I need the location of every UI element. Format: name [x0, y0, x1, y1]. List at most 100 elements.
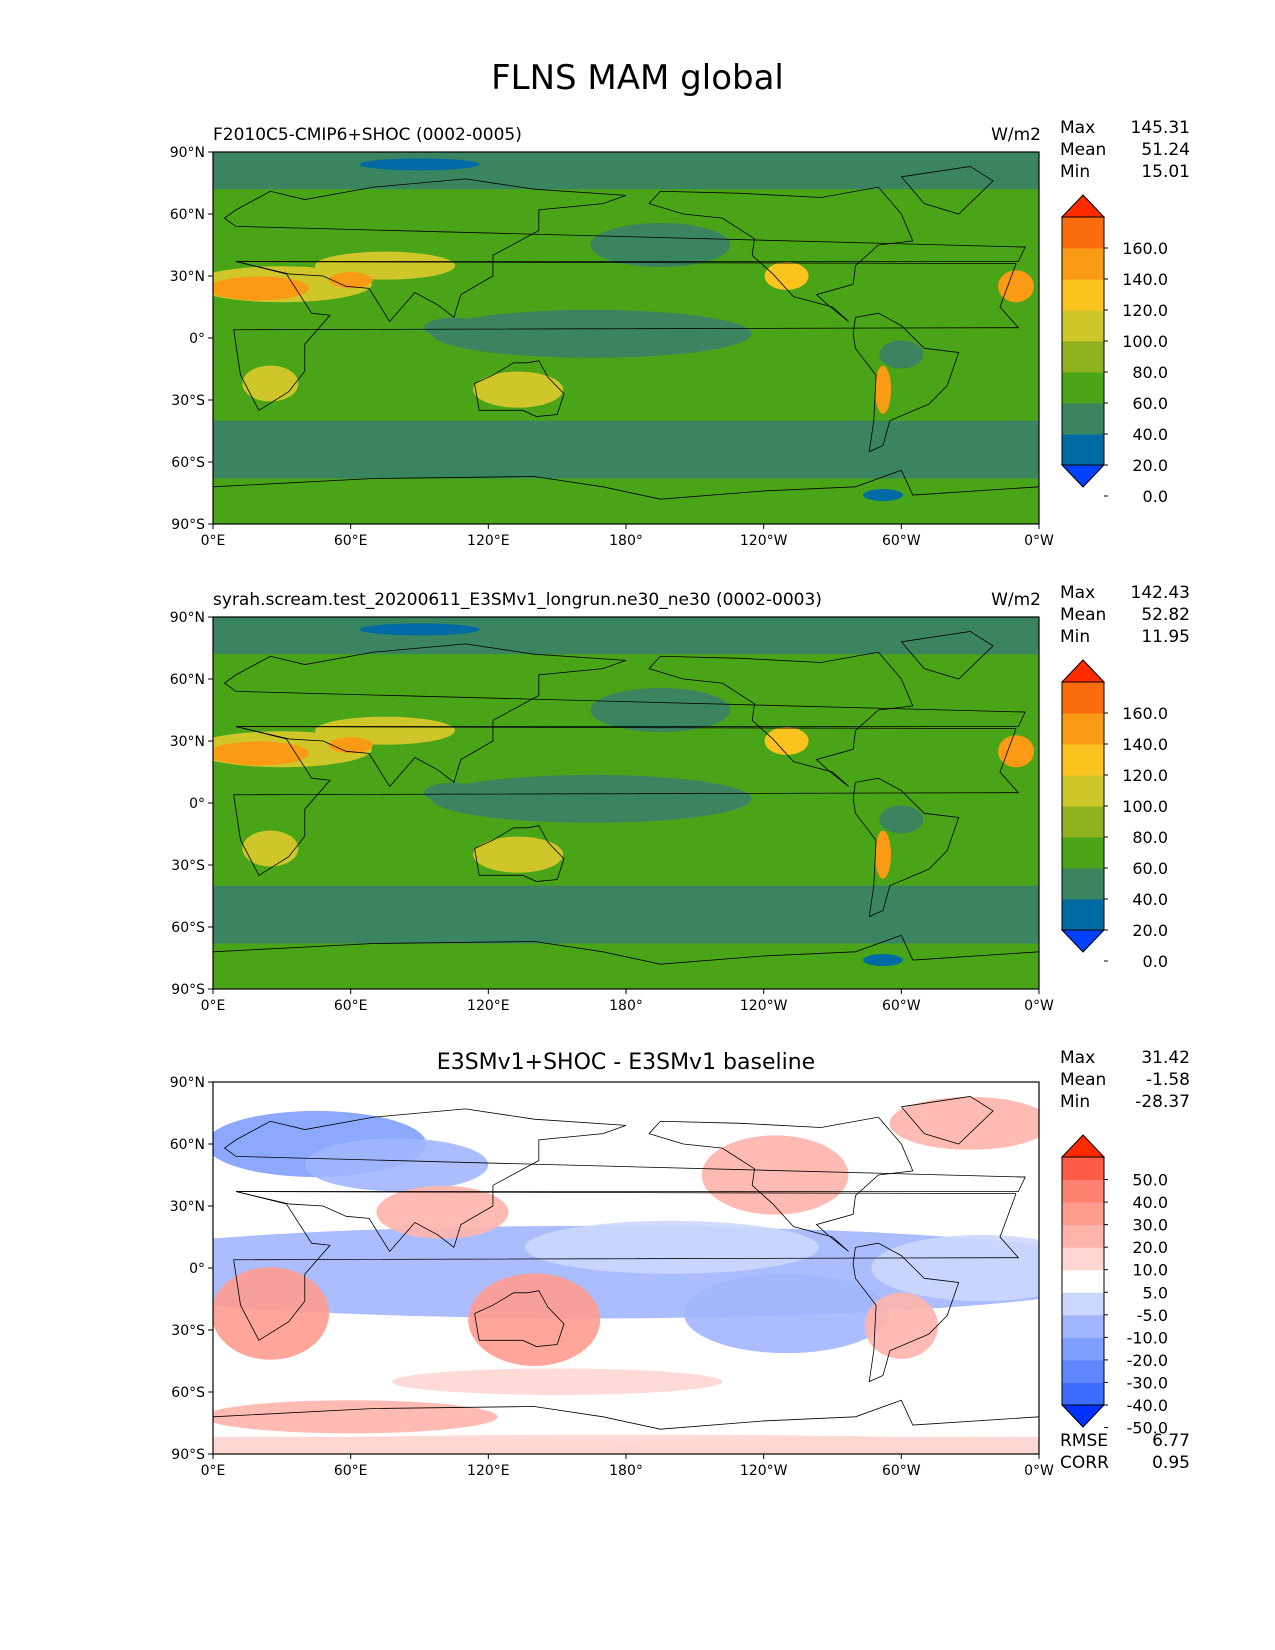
- field-region-antarctic-rim-pacific: [213, 1434, 1039, 1454]
- figure-title: FLNS MAM global: [491, 58, 784, 98]
- field-region-arabia: [328, 737, 373, 754]
- field-band-arctic: [213, 617, 1039, 655]
- colorbar-frame: [1061, 1156, 1105, 1406]
- x-tick-label: 60°W: [882, 998, 921, 1014]
- x-tick-label: 60°E: [334, 998, 368, 1014]
- stat-min-label: Min: [1060, 627, 1091, 647]
- y-tick-label: 30°S: [171, 1323, 205, 1339]
- y-tick-label: 90°N: [170, 610, 205, 626]
- units-label: W/m2: [991, 590, 1041, 610]
- field-region-tropical-atlantic: [871, 1234, 1039, 1302]
- y-tick-label: 90°S: [171, 1447, 205, 1463]
- colorbar-tick-label: 40.0: [1132, 425, 1168, 444]
- colorbar-segment: [1062, 310, 1104, 342]
- coastline-4: [852, 1242, 960, 1383]
- colorbar-tick-label: 10.0: [1132, 1261, 1168, 1280]
- field-region-mexico: [764, 262, 809, 290]
- y-tick-label: 30°S: [171, 858, 205, 874]
- coastlines: [213, 631, 1039, 965]
- x-tick-label: 60°E: [334, 1463, 368, 1479]
- colorbar-tick-label: 140.0: [1122, 270, 1168, 289]
- panel-reference: syrah.scream.test_20200611_E3SMv1_longru…: [0, 577, 1275, 1017]
- stat-min-value: 11.95: [1141, 627, 1190, 647]
- y-tick-label: 90°N: [170, 145, 205, 161]
- y-tick-label: 60°S: [171, 455, 205, 471]
- x-tick-label: 0°E: [201, 998, 226, 1014]
- field-region-arctic-blue: [359, 623, 480, 636]
- x-tick-label: 180°: [609, 998, 643, 1014]
- coastline-2: [474, 1290, 565, 1347]
- coastline-4: [852, 777, 960, 918]
- corr-value: 0.95: [1152, 1453, 1190, 1473]
- field-region-south-africa: [213, 1267, 330, 1360]
- colorbar-tick-label: 0.0: [1143, 952, 1168, 971]
- field-region-sahara-core: [213, 741, 309, 766]
- stat-mean-label: Mean: [1060, 605, 1107, 625]
- coastline-2: [474, 360, 565, 417]
- colorbar-tick-label: 160.0: [1122, 239, 1168, 258]
- stat-min-label: Min: [1060, 162, 1091, 182]
- coastline-5: [901, 631, 994, 680]
- colorbar-tick-label: 30.0: [1132, 1216, 1168, 1235]
- stat-max-value: 31.42: [1141, 1048, 1190, 1068]
- coastline-6: [213, 1399, 1039, 1430]
- colorbar-segment: [1062, 682, 1104, 714]
- coastline-3: [648, 651, 914, 787]
- stat-mean-label: Mean: [1060, 1070, 1107, 1090]
- colorbar-segment: [1062, 1202, 1104, 1226]
- y-tick-label: 60°N: [170, 1137, 205, 1153]
- y-tick-label: 0°: [189, 796, 205, 812]
- colorbar: 50.0 40.0 30.0 20.0 10.0 5.0 -5.0 -10.0 -20.0 -30…: [1060, 1134, 1168, 1438]
- colorbar-tick-label: 100.0: [1122, 332, 1168, 351]
- colorbar-tick-label: 120.0: [1122, 766, 1168, 785]
- field-region-tibet: [376, 1185, 509, 1239]
- colorbar-segment: [1062, 1314, 1104, 1338]
- field-region-central-asia: [304, 1138, 489, 1192]
- stat-max-value: 142.43: [1130, 583, 1190, 603]
- x-tick-label: 60°W: [882, 533, 921, 549]
- colorbar-extend-max: [1060, 659, 1106, 683]
- map-plot: 0°E 60°E 120°E 180° 120°W 60°W 0°W 90°N 60°N 30°N…: [170, 610, 1168, 1014]
- colorbar-segment: [1062, 341, 1104, 373]
- stats-box: Max 142.43 Mean 52.82 Min 11.95: [1060, 582, 1190, 648]
- field-region-antarctic-east: [213, 1400, 498, 1434]
- y-tick-label: 30°N: [170, 734, 205, 750]
- stat-min-value: -28.37: [1135, 1092, 1190, 1112]
- colorbar-tick-label: 40.0: [1132, 1193, 1168, 1212]
- coastline-0: [233, 726, 1020, 876]
- field-region-west-sahara: [998, 735, 1035, 768]
- colorbar-segment: [1062, 1157, 1104, 1181]
- y-tick-label: 0°: [189, 1261, 205, 1277]
- x-tick-label: 0°E: [201, 1463, 226, 1479]
- x-tick-label: 120°E: [467, 533, 510, 549]
- coastline-4: [852, 312, 960, 453]
- field-region-weddell: [862, 489, 903, 502]
- panel-test: F2010C5-CMIP6+SHOC (0002-0005) W/m2 Max 1…: [0, 112, 1275, 552]
- colorbar-segment: [1062, 1247, 1104, 1271]
- field-region-maritime: [423, 317, 484, 338]
- colorbar-tick-label: 120.0: [1122, 301, 1168, 320]
- colorbar-segment: [1062, 1179, 1104, 1203]
- colorbar-tick-label: 20.0: [1132, 1238, 1168, 1257]
- field-region-andes: [874, 365, 891, 414]
- x-tick-label: 120°E: [467, 1463, 510, 1479]
- field-region-greenland: [889, 1096, 1039, 1150]
- colorbar-tick-label: -40.0: [1127, 1396, 1168, 1415]
- field-region-amazon: [879, 805, 924, 834]
- field-band-southern-ocean: [213, 420, 1039, 479]
- field-region-west-sahara: [998, 270, 1035, 303]
- map-plot: 0°E 60°E 120°E 180° 120°W 60°W 0°W 90°N 60°N 30°N…: [170, 1075, 1168, 1479]
- map-plot: 0°E 60°E 120°E 180° 120°W 60°W 0°W 90°N 60°N 30°N…: [170, 145, 1168, 549]
- field-region-south-africa: [242, 365, 299, 402]
- coastline-3: [648, 1116, 914, 1252]
- x-tick-label: 120°E: [467, 998, 510, 1014]
- coastline-1: [223, 178, 1026, 323]
- coastline-0: [233, 1191, 1020, 1341]
- stat-mean-label: Mean: [1060, 140, 1107, 160]
- colorbar-segment: [1062, 434, 1104, 466]
- panel-title: E3SMv1+SHOC - E3SMv1 baseline: [436, 1050, 816, 1075]
- colorbar-segment: [1062, 1382, 1104, 1406]
- colorbar-tick-label: 20.0: [1132, 921, 1168, 940]
- y-tick-label: 60°N: [170, 207, 205, 223]
- stat-min-label: Min: [1060, 1092, 1091, 1112]
